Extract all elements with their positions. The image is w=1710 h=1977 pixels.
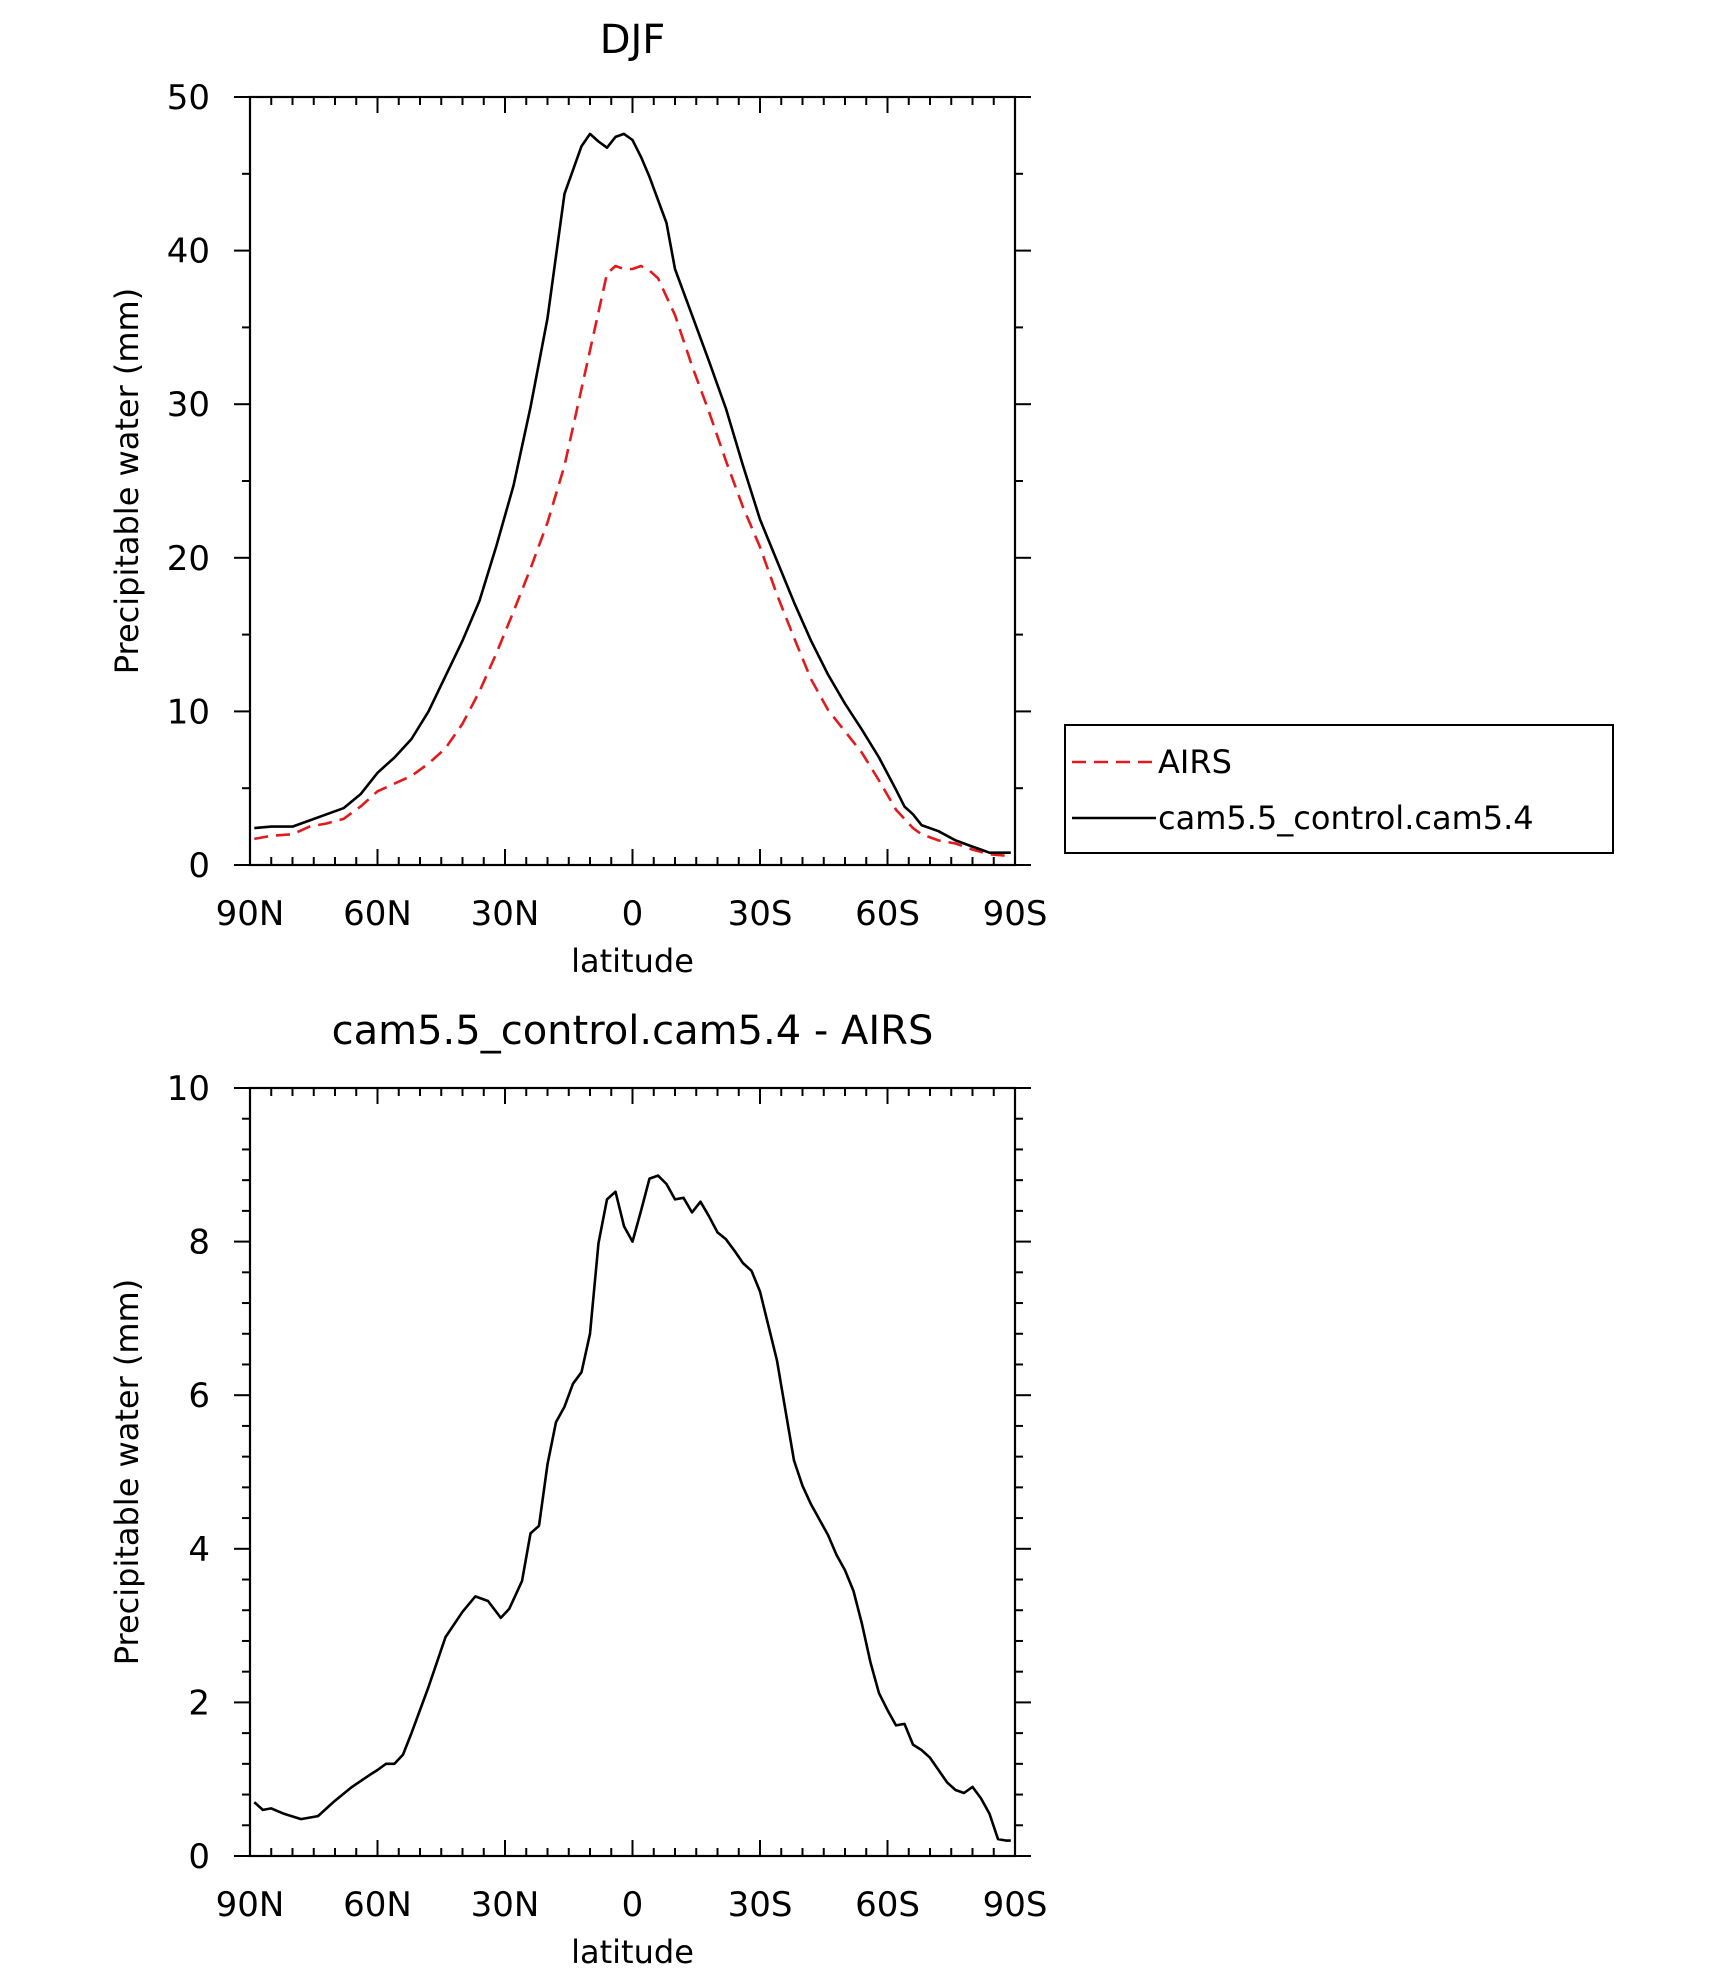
x-tick-label: 60N [343,894,412,934]
plot-frame [248,1086,1017,1858]
y-tick-label: 8 [188,1223,210,1263]
y-tick-label: 30 [167,385,210,425]
x-tick-label: 60N [343,1885,412,1925]
bottom-panel-difference: 90N 60N 30N 0 30S 60S 90S 0 2 4 6 8 10 latitude Precip… [108,1008,1047,1971]
x-tick-label: 60S [855,1885,920,1925]
y-tick-label: 4 [188,1530,210,1570]
y-tick-label: 20 [167,539,210,579]
y-tick-label: 0 [188,1837,210,1877]
x-tick-label: 30S [728,894,793,934]
x-tick-label: 90S [983,894,1048,934]
y-tick-label: 50 [167,78,210,118]
x-tick-label: 90N [216,1885,285,1925]
y-axis-label: Precipitable water (mm) [108,1279,146,1665]
chart-title: DJF [600,17,666,63]
x-tick-label: 90N [216,894,285,934]
series-line-0 [254,264,1011,858]
x-axis-label: latitude [571,942,694,980]
x-tick-label: 30N [471,1885,540,1925]
legend-label: AIRS [1158,743,1232,781]
x-tick-label: 90S [983,1885,1048,1925]
legend: AIRS cam5.5_control.cam5.4 [1064,724,1614,854]
legend-label: cam5.5_control.cam5.4 [1158,799,1534,837]
y-tick-label: 10 [167,1069,210,1109]
plot-frame [248,95,1017,867]
y-tick-label: 10 [167,692,210,732]
y-tick-label: 0 [188,846,210,886]
y-tick-label: 2 [188,1683,210,1723]
top-panel-djf: 90N 60N 30N 0 30S 60S 90S 0 10 20 30 40 50 latitude Pr… [108,17,1047,980]
legend-box [1064,724,1614,854]
x-axis-label: latitude [571,1933,694,1971]
x-tick-label: 30S [728,1885,793,1925]
series-line-0 [253,1174,1011,1842]
x-tick-label: 0 [622,1885,644,1925]
x-tick-label: 0 [622,894,644,934]
series-line-1 [254,132,1011,854]
chart-title: cam5.5_control.cam5.4 - AIRS [332,1008,934,1054]
y-tick-label: 40 [167,232,210,272]
x-tick-label: 30N [471,894,540,934]
x-tick-label: 60S [855,894,920,934]
y-tick-label: 6 [188,1376,210,1416]
y-axis-label: Precipitable water (mm) [108,288,146,674]
